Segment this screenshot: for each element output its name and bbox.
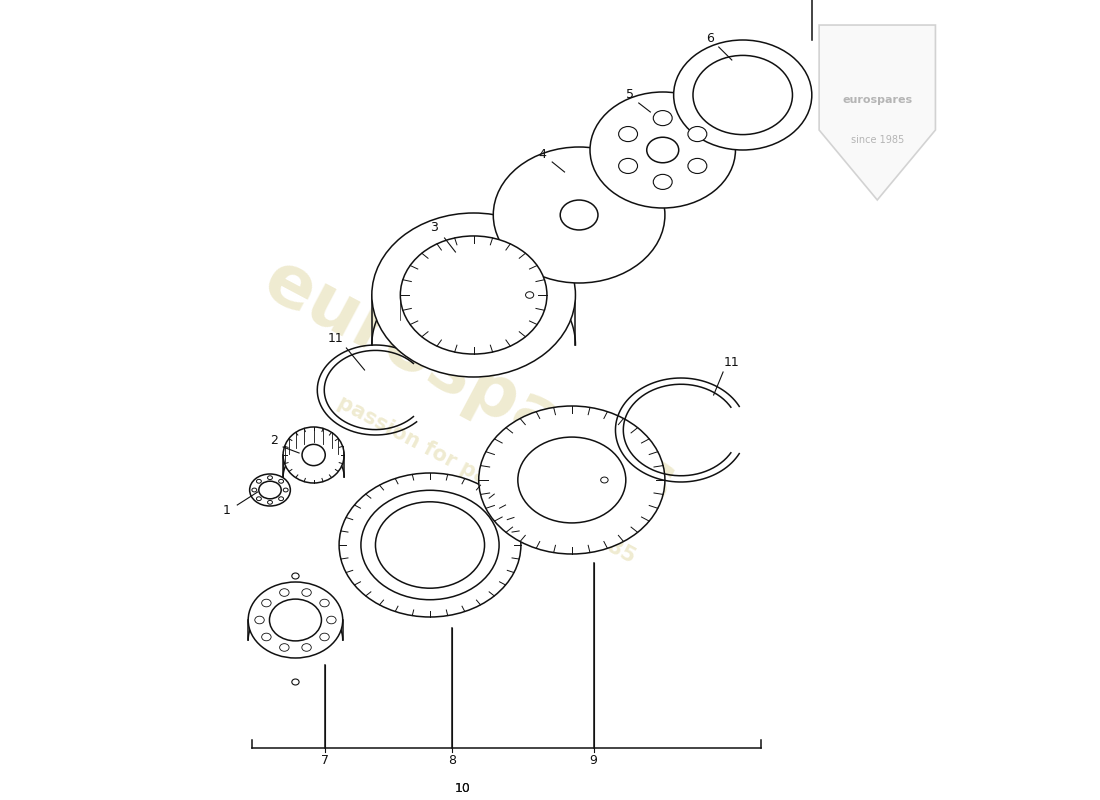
Text: 1: 1 — [222, 503, 230, 517]
Text: 11: 11 — [724, 355, 739, 369]
Ellipse shape — [320, 633, 329, 641]
Ellipse shape — [688, 158, 707, 174]
Ellipse shape — [653, 110, 672, 126]
Ellipse shape — [292, 679, 299, 685]
Ellipse shape — [278, 497, 284, 501]
Ellipse shape — [372, 213, 575, 377]
Ellipse shape — [262, 633, 271, 641]
Ellipse shape — [278, 479, 284, 483]
Text: 10: 10 — [454, 782, 471, 794]
Ellipse shape — [590, 92, 736, 208]
Text: 7: 7 — [320, 754, 329, 766]
Ellipse shape — [256, 479, 262, 483]
Ellipse shape — [252, 488, 256, 492]
Polygon shape — [820, 25, 935, 200]
Text: eurospares: eurospares — [252, 246, 688, 522]
Ellipse shape — [256, 497, 262, 501]
Ellipse shape — [279, 644, 289, 651]
Ellipse shape — [673, 40, 812, 150]
Ellipse shape — [526, 292, 534, 298]
Text: 3: 3 — [430, 222, 438, 234]
Ellipse shape — [688, 126, 707, 142]
Ellipse shape — [301, 644, 311, 651]
Ellipse shape — [279, 589, 289, 596]
Ellipse shape — [320, 599, 329, 607]
Ellipse shape — [255, 616, 264, 624]
Ellipse shape — [647, 138, 679, 162]
Text: 9: 9 — [590, 754, 597, 766]
Ellipse shape — [339, 473, 521, 617]
Ellipse shape — [249, 582, 343, 658]
Ellipse shape — [262, 599, 271, 607]
Ellipse shape — [493, 147, 664, 283]
Ellipse shape — [560, 200, 598, 230]
Ellipse shape — [518, 437, 626, 523]
Text: 5: 5 — [626, 89, 634, 102]
Text: 8: 8 — [448, 754, 455, 766]
Text: passion for parts since 1985: passion for parts since 1985 — [333, 393, 638, 567]
Ellipse shape — [400, 236, 547, 354]
Ellipse shape — [653, 174, 672, 190]
Text: eurospares: eurospares — [843, 95, 912, 105]
Ellipse shape — [283, 488, 288, 492]
Ellipse shape — [283, 427, 344, 483]
Ellipse shape — [478, 406, 664, 554]
Text: 10: 10 — [454, 782, 471, 794]
Ellipse shape — [302, 444, 326, 466]
Text: 6: 6 — [706, 31, 714, 45]
Ellipse shape — [327, 616, 337, 624]
Ellipse shape — [292, 573, 299, 579]
Text: since 1985: since 1985 — [850, 135, 904, 145]
Ellipse shape — [375, 502, 484, 588]
Ellipse shape — [361, 490, 499, 600]
Ellipse shape — [693, 55, 792, 134]
Ellipse shape — [618, 126, 638, 142]
Ellipse shape — [250, 474, 290, 506]
Text: 4: 4 — [539, 149, 547, 162]
Ellipse shape — [601, 477, 608, 483]
Ellipse shape — [301, 589, 311, 596]
Ellipse shape — [258, 482, 282, 499]
Ellipse shape — [267, 501, 273, 504]
Ellipse shape — [270, 599, 321, 641]
Text: 2: 2 — [270, 434, 277, 446]
Ellipse shape — [618, 158, 638, 174]
Text: 11: 11 — [328, 331, 343, 345]
Ellipse shape — [267, 476, 273, 479]
